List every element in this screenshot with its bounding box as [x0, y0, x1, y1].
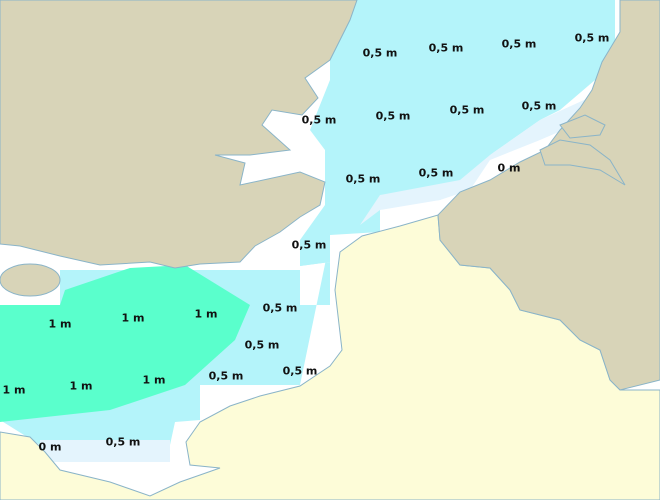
wave-height-label: 0,5 m	[301, 113, 337, 127]
wave-height-label: 0,5 m	[362, 46, 398, 60]
wave-height-label: 0,5 m	[208, 369, 244, 383]
land-low-countries	[437, 0, 660, 391]
wave-height-label: 0,5 m	[105, 435, 141, 449]
isle-of-wight	[0, 263, 61, 297]
wave-height-label: 1 m	[48, 317, 72, 331]
wave-height-label: 0,5 m	[375, 109, 411, 123]
wave-height-label: 0,5 m	[574, 31, 610, 45]
island-walcheren	[559, 114, 606, 139]
zone-one-meter	[0, 265, 250, 422]
wave-height-label: 0,5 m	[501, 37, 537, 51]
wave-height-label: 1 m	[194, 307, 218, 321]
zone-zero-meter	[40, 440, 170, 462]
wave-height-label: 0,5 m	[291, 238, 327, 252]
wave-height-label: 0,5 m	[521, 99, 557, 113]
wave-height-label: 1 m	[142, 373, 166, 387]
wave-height-label: 0,5 m	[428, 41, 464, 55]
wave-height-label: 1 m	[69, 379, 93, 393]
zone-zero-meter-ne	[360, 95, 595, 225]
wave-height-label: 0 m	[38, 440, 62, 454]
wave-height-label: 0,5 m	[262, 301, 298, 315]
wave-height-label: 0,5 m	[345, 172, 381, 186]
wave-height-label: 1 m	[121, 311, 145, 325]
land-england	[0, 0, 358, 269]
wave-height-label: 1 m	[2, 383, 26, 397]
wave-height-label: 0,5 m	[449, 103, 485, 117]
island-zeeland	[539, 139, 626, 186]
wave-height-label: 0,5 m	[282, 364, 318, 378]
wave-height-label: 0 m	[497, 161, 521, 175]
wave-height-label: 0,5 m	[418, 166, 454, 180]
wave-height-label: 0,5 m	[244, 338, 280, 352]
